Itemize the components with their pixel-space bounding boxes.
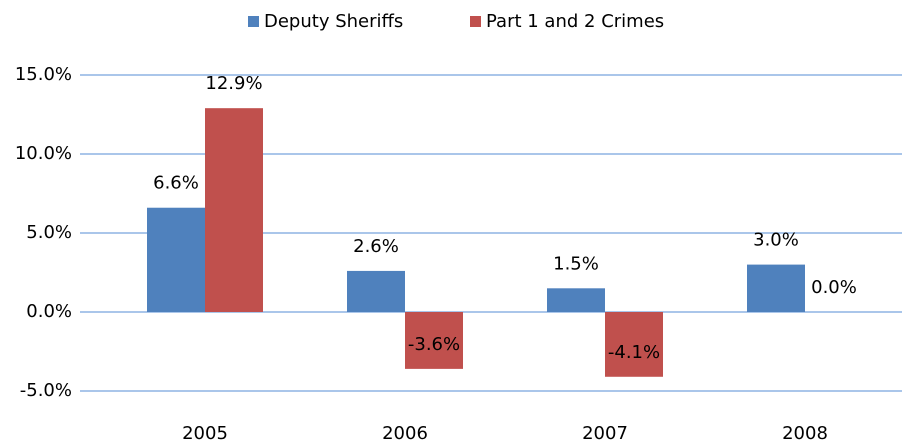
legend-label: Part 1 and 2 Crimes: [486, 11, 664, 32]
y-tick-label: 10.0%: [15, 143, 72, 164]
x-tick-label: 2005: [182, 423, 228, 444]
data-label: 3.0%: [753, 230, 799, 251]
bar: [205, 108, 263, 313]
data-label: 6.6%: [153, 173, 199, 194]
x-tick-label: 2006: [382, 423, 428, 444]
data-label: 2.6%: [353, 236, 399, 257]
y-tick-label: 5.0%: [26, 222, 72, 243]
bar: [605, 312, 663, 377]
bar: [747, 264, 805, 312]
data-label: 12.9%: [205, 73, 262, 94]
y-tick-label: 15.0%: [15, 64, 72, 85]
legend-label: Deputy Sheriffs: [264, 11, 403, 32]
data-label: 0.0%: [811, 277, 857, 298]
legend-swatch: [248, 16, 259, 27]
bar: [547, 288, 605, 312]
legend-swatch: [470, 16, 481, 27]
bar: [147, 207, 205, 312]
data-label: -3.6%: [408, 334, 460, 355]
x-tick-label: 2008: [782, 423, 828, 444]
bar: [405, 312, 463, 369]
x-tick-label: 2007: [582, 423, 628, 444]
data-label: -4.1%: [608, 342, 660, 363]
bar: [347, 270, 405, 312]
y-tick-label: 0.0%: [26, 301, 72, 322]
data-label: 1.5%: [553, 253, 599, 274]
y-tick-label: -5.0%: [20, 380, 72, 401]
